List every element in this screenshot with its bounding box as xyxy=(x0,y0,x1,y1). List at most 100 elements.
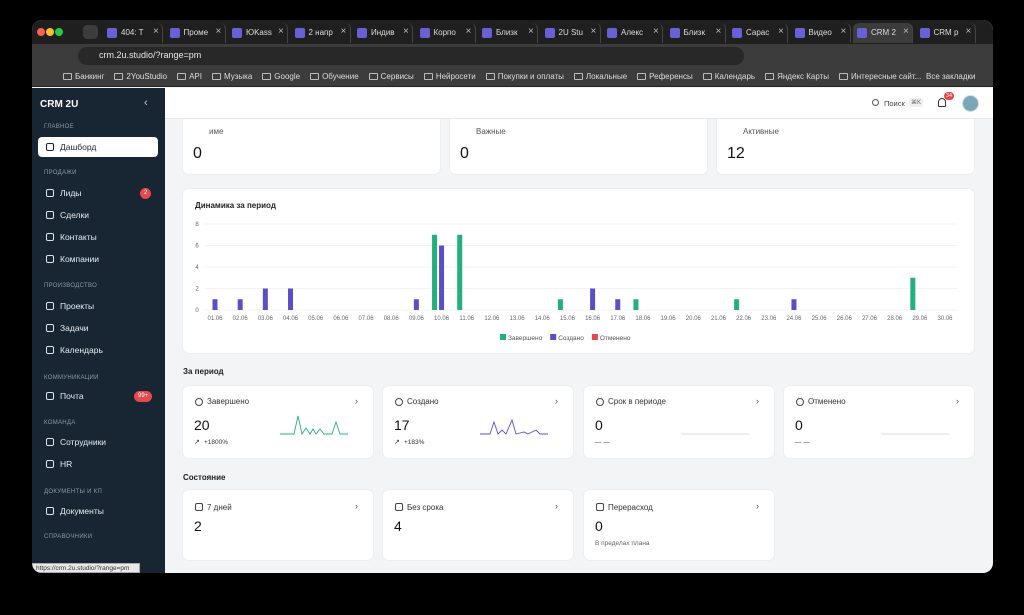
chevron[interactable]: › xyxy=(355,396,358,406)
tab-close[interactable]: × xyxy=(590,26,597,37)
bookmark[interactable]: Календарь xyxy=(702,72,755,81)
nav-icon xyxy=(46,211,54,219)
bookmark[interactable]: 2YouStudio xyxy=(114,72,167,81)
tab[interactable]: 2 напр × xyxy=(291,23,351,43)
nav-item[interactable]: Календарь xyxy=(60,345,103,355)
bookmark[interactable]: API xyxy=(177,72,202,81)
nav-item[interactable]: HR xyxy=(60,459,73,469)
tab[interactable]: CRM р × xyxy=(916,23,976,43)
tab-close[interactable]: × xyxy=(840,26,847,37)
tab-close[interactable]: × xyxy=(215,26,222,37)
nav-icon xyxy=(46,392,54,400)
bookmark[interactable]: Покупки и оплаты xyxy=(485,72,564,81)
legend-label: Завершено xyxy=(508,335,543,342)
card-label: Без срока xyxy=(407,503,444,512)
tab-search[interactable] xyxy=(83,25,98,39)
bookmark[interactable]: Яндекс Карты xyxy=(765,72,829,81)
tab-close[interactable]: × xyxy=(403,26,409,37)
tab[interactable]: 404: T × xyxy=(103,23,163,43)
tab-icon xyxy=(419,28,430,38)
x-tick-label: 29.06 xyxy=(912,316,928,322)
legend-swatch xyxy=(591,334,598,340)
chevron[interactable]: › xyxy=(956,396,959,406)
tab-close[interactable]: × xyxy=(778,26,784,37)
card-value: 0 xyxy=(460,145,469,162)
tab[interactable]: Близк × xyxy=(666,23,726,43)
search-icon xyxy=(872,99,879,106)
tab[interactable]: Близк × xyxy=(478,23,538,43)
brand: CRM 2U xyxy=(40,99,79,110)
nav-item[interactable]: Задачи xyxy=(60,323,89,333)
collapse[interactable]: ‹ xyxy=(144,97,148,109)
tab[interactable]: Проме × xyxy=(166,23,226,43)
tab-close[interactable]: × xyxy=(153,26,159,37)
tab[interactable]: Видео × xyxy=(791,23,851,43)
tab[interactable]: Индив × xyxy=(353,23,413,43)
all-bookmarks[interactable]: Все закладки xyxy=(926,72,976,81)
card-value: 0 xyxy=(795,417,803,433)
window-control[interactable] xyxy=(46,28,54,36)
bookmark[interactable]: Обучение xyxy=(310,72,359,81)
nav-icon xyxy=(46,189,54,197)
nav-item[interactable]: Сделки xyxy=(60,210,89,220)
window-control[interactable] xyxy=(55,28,63,36)
chart-title: Динамика за период xyxy=(195,201,276,210)
tab-close[interactable]: × xyxy=(278,26,284,37)
chevron[interactable]: › xyxy=(756,501,759,511)
bookmark[interactable]: Google xyxy=(262,72,300,81)
nav-item[interactable]: Документы xyxy=(60,506,104,516)
bookmark[interactable]: Нейросети xyxy=(423,72,476,81)
nav-item[interactable]: Лиды xyxy=(60,188,82,198)
x-tick-label: 28.06 xyxy=(887,316,903,322)
nav-item[interactable]: Дашборд xyxy=(60,142,97,152)
chart: 0 2 4 6 8 01.06 02.06 03.06 04.06 05.06 06.06 07.06… xyxy=(195,222,958,342)
bookmark[interactable]: Банкинг xyxy=(63,72,104,81)
url[interactable]: crm.2u.studio/?range=pm xyxy=(99,50,202,60)
card xyxy=(450,115,707,174)
section-heading: Состояние xyxy=(183,473,226,482)
bookmark[interactable]: Музыка xyxy=(211,72,252,81)
bookmark[interactable]: Локальные xyxy=(573,72,627,81)
tab-title: Корпо xyxy=(433,28,456,37)
bookmark[interactable]: Сервисы xyxy=(368,72,414,81)
bookmark[interactable]: Референсы xyxy=(637,72,693,81)
window-control[interactable] xyxy=(37,28,45,36)
x-tick-label: 20.06 xyxy=(686,316,702,322)
avatar[interactable] xyxy=(962,95,979,112)
nav-item[interactable]: Компании xyxy=(60,254,100,264)
nav-item[interactable]: Сотрудники xyxy=(60,437,107,447)
x-tick-label: 05.06 xyxy=(308,316,324,322)
chevron[interactable]: › xyxy=(756,396,759,406)
tab[interactable]: Корпо × xyxy=(416,23,476,43)
tab[interactable]: 2U Stu × xyxy=(541,23,601,43)
tab-close[interactable]: × xyxy=(715,26,722,37)
chevron[interactable]: › xyxy=(555,501,558,511)
nav-item[interactable]: Проекты xyxy=(60,301,95,311)
tab-close[interactable]: × xyxy=(965,26,972,37)
tab-close[interactable]: × xyxy=(903,26,909,37)
bookmark[interactable]: Интересные сайт... xyxy=(839,72,921,81)
nav-item[interactable]: Почта xyxy=(60,391,84,401)
chevron[interactable]: › xyxy=(355,501,358,511)
folder-icon xyxy=(368,73,378,80)
bar xyxy=(615,299,621,310)
tab-close[interactable]: × xyxy=(465,26,472,37)
tab[interactable]: Сарас × xyxy=(728,23,788,43)
bell[interactable] xyxy=(938,98,946,107)
nav-item[interactable]: Контакты xyxy=(60,232,97,242)
tab[interactable]: CRM 2 × xyxy=(853,23,913,43)
sparkline-path xyxy=(480,418,548,435)
tab-close[interactable]: × xyxy=(653,26,659,37)
tab-close[interactable]: × xyxy=(340,26,347,37)
omnibox[interactable] xyxy=(78,47,744,65)
y-tick-label: 4 xyxy=(195,265,199,271)
tab-strip xyxy=(32,20,993,44)
tab[interactable]: ЮKass × xyxy=(228,23,288,43)
tab[interactable]: Алекс × xyxy=(603,23,663,43)
x-tick-label: 14.06 xyxy=(535,316,551,322)
search[interactable]: Поиск xyxy=(884,99,905,108)
tab-title: 404: T xyxy=(121,28,144,37)
sparkline-path xyxy=(280,415,348,436)
chevron[interactable]: › xyxy=(555,396,558,406)
tab-close[interactable]: × xyxy=(528,26,534,37)
